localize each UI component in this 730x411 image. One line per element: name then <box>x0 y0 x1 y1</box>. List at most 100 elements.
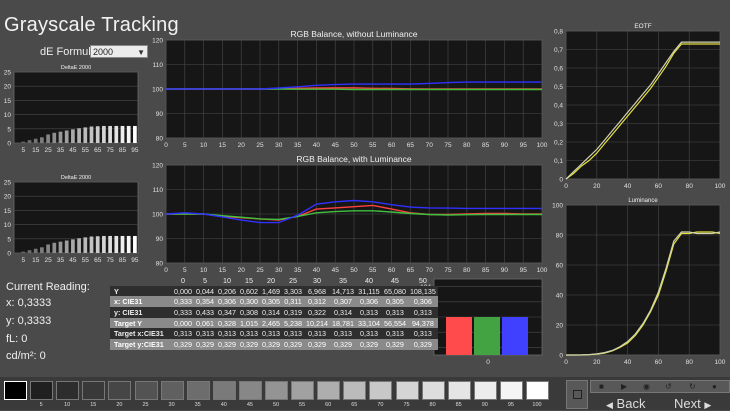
table-cell: 0,314 <box>329 307 356 318</box>
x-tick-label: 90 <box>501 142 509 149</box>
stop-button[interactable] <box>566 380 588 409</box>
x-tick-label: 75 <box>106 257 114 264</box>
table-cell: 2,465 <box>260 317 282 329</box>
table-cell: 0,313 <box>260 328 282 340</box>
y-tick-label: 20 <box>4 84 12 91</box>
table-cell: 0,305 <box>260 296 282 308</box>
y-tick-label: 0,5 <box>554 84 563 91</box>
x-tick-label: 85 <box>119 147 127 154</box>
swatch-15[interactable] <box>82 381 106 400</box>
swatch-label: 75 <box>403 402 410 408</box>
x-tick-label: 60 <box>388 142 396 149</box>
swatch-35[interactable] <box>186 381 210 400</box>
page-title: Grayscale Tracking <box>4 14 179 36</box>
x-tick-label: 15 <box>219 142 227 149</box>
swatch-85[interactable] <box>447 381 471 400</box>
x-tick-label: 25 <box>256 267 264 274</box>
swatch-90[interactable] <box>473 381 497 400</box>
x-tick-label: 0 <box>164 142 168 149</box>
swatch-5[interactable] <box>30 381 54 400</box>
x-tick-label: 95 <box>131 147 139 154</box>
table-row: y: CIE31 0,333 0,433 0,347 0,308 0,314 0,319 0,… <box>110 307 438 318</box>
x-tick-label: 75 <box>444 267 452 274</box>
x-tick-label: 55 <box>82 147 90 154</box>
x-tick-label: 65 <box>407 142 415 149</box>
y-tick-label: 110 <box>153 62 164 69</box>
chart-title: DeltaE 2000 <box>61 65 91 71</box>
x-tick-label: 75 <box>444 142 452 149</box>
bar <box>33 138 38 143</box>
swatch-75[interactable] <box>395 381 419 400</box>
x-tick-label: 70 <box>426 267 434 274</box>
reading-cd: cd/m²: 0 <box>6 350 46 362</box>
bar <box>27 140 32 143</box>
swatch-20[interactable] <box>108 381 132 400</box>
table-cell: 0,329 <box>216 339 238 350</box>
swatch-100[interactable] <box>526 381 549 400</box>
playback-controls: ■ ▶ ◉ ↺ ↻ ● <box>590 380 730 393</box>
x-tick-label: 0 <box>564 183 568 190</box>
refresh-icon[interactable]: ↻ <box>689 382 696 391</box>
swatch-65[interactable] <box>343 381 367 400</box>
swatch-95[interactable] <box>499 381 523 400</box>
x-tick-label: 15 <box>219 267 227 274</box>
x-tick-label: 55 <box>369 142 377 149</box>
y-tick-label: 80 <box>156 136 164 143</box>
swatch-0[interactable] <box>4 381 27 400</box>
y-tick-label: 5 <box>7 236 11 243</box>
y-tick-label: 120 <box>152 38 163 45</box>
bar <box>102 235 106 253</box>
table-header-cell: 40 <box>364 275 373 285</box>
table-cell: 0,313 <box>172 328 194 340</box>
back-label: Back <box>616 396 646 411</box>
play-icon[interactable]: ▶ <box>621 382 628 391</box>
y-tick-label: 0,7 <box>554 47 563 54</box>
series-line-G <box>166 210 542 221</box>
chart-title: Luminance <box>628 198 658 204</box>
x-tick-label: 60 <box>388 267 396 274</box>
x-tick-label: 0 <box>564 359 568 366</box>
swatch-label: 10 <box>64 402 71 408</box>
table-cell: 0,313 <box>355 328 382 340</box>
table-row: Target x:CIE31 0,313 0,313 0,313 0,313 0,313 0… <box>110 328 438 340</box>
bar <box>126 125 131 143</box>
x-tick-label: 35 <box>294 142 302 149</box>
table-cell: 0,306 <box>355 296 382 308</box>
table-cell: 0,329 <box>282 339 304 350</box>
y-tick-label: 10 <box>4 112 12 119</box>
swatch-30[interactable] <box>160 381 184 400</box>
table-cell: 0,300 <box>238 296 260 308</box>
y-tick-label: 90 <box>156 111 164 118</box>
de-formula-select[interactable]: 2000 ▼ <box>90 45 148 58</box>
swatch-10[interactable] <box>56 381 80 400</box>
arrow-left-icon: ◀ <box>606 400 613 410</box>
table-cell: 0,313 <box>355 307 382 318</box>
bar <box>46 134 50 143</box>
reading-x: x: 0,3333 <box>6 297 52 309</box>
rgb-balance-lum-chart: 80 90 100 110 120 0 5 10 15 20 25 30 35 40 45 50 55 60 65 7… <box>152 154 548 274</box>
square-icon[interactable]: ■ <box>599 382 604 391</box>
swatch-80[interactable] <box>421 381 445 400</box>
swatch-50[interactable] <box>265 381 288 400</box>
table-row: Y 0,000 0,044 0,206 0,602 1,469 3,303 6,968 14,7… <box>110 285 438 297</box>
record-icon[interactable]: ◉ <box>643 382 650 391</box>
settings-icon[interactable]: ● <box>712 382 717 391</box>
swatch-45[interactable] <box>238 381 262 400</box>
table-header-cell: 5 <box>203 275 207 285</box>
x-tick-label: 20 <box>238 267 246 274</box>
table-cell: 0,433 <box>194 307 216 318</box>
table-cell: 0,329 <box>407 339 438 350</box>
x-tick-label: 45 <box>332 267 340 274</box>
swatch-40[interactable] <box>212 381 236 400</box>
swatch-55[interactable] <box>291 381 315 400</box>
table-cell: 0,313 <box>216 328 238 340</box>
x-tick-label: 50 <box>350 142 358 149</box>
loop-icon[interactable]: ↺ <box>665 382 672 391</box>
back-button[interactable]: ◀ Back <box>606 396 645 411</box>
swatch-70[interactable] <box>369 381 393 400</box>
bar <box>126 235 131 253</box>
y-tick-label: 25 <box>4 70 12 77</box>
swatch-60[interactable] <box>317 381 341 400</box>
next-button[interactable]: Next ▶ <box>674 396 711 411</box>
swatch-25[interactable] <box>134 381 158 400</box>
